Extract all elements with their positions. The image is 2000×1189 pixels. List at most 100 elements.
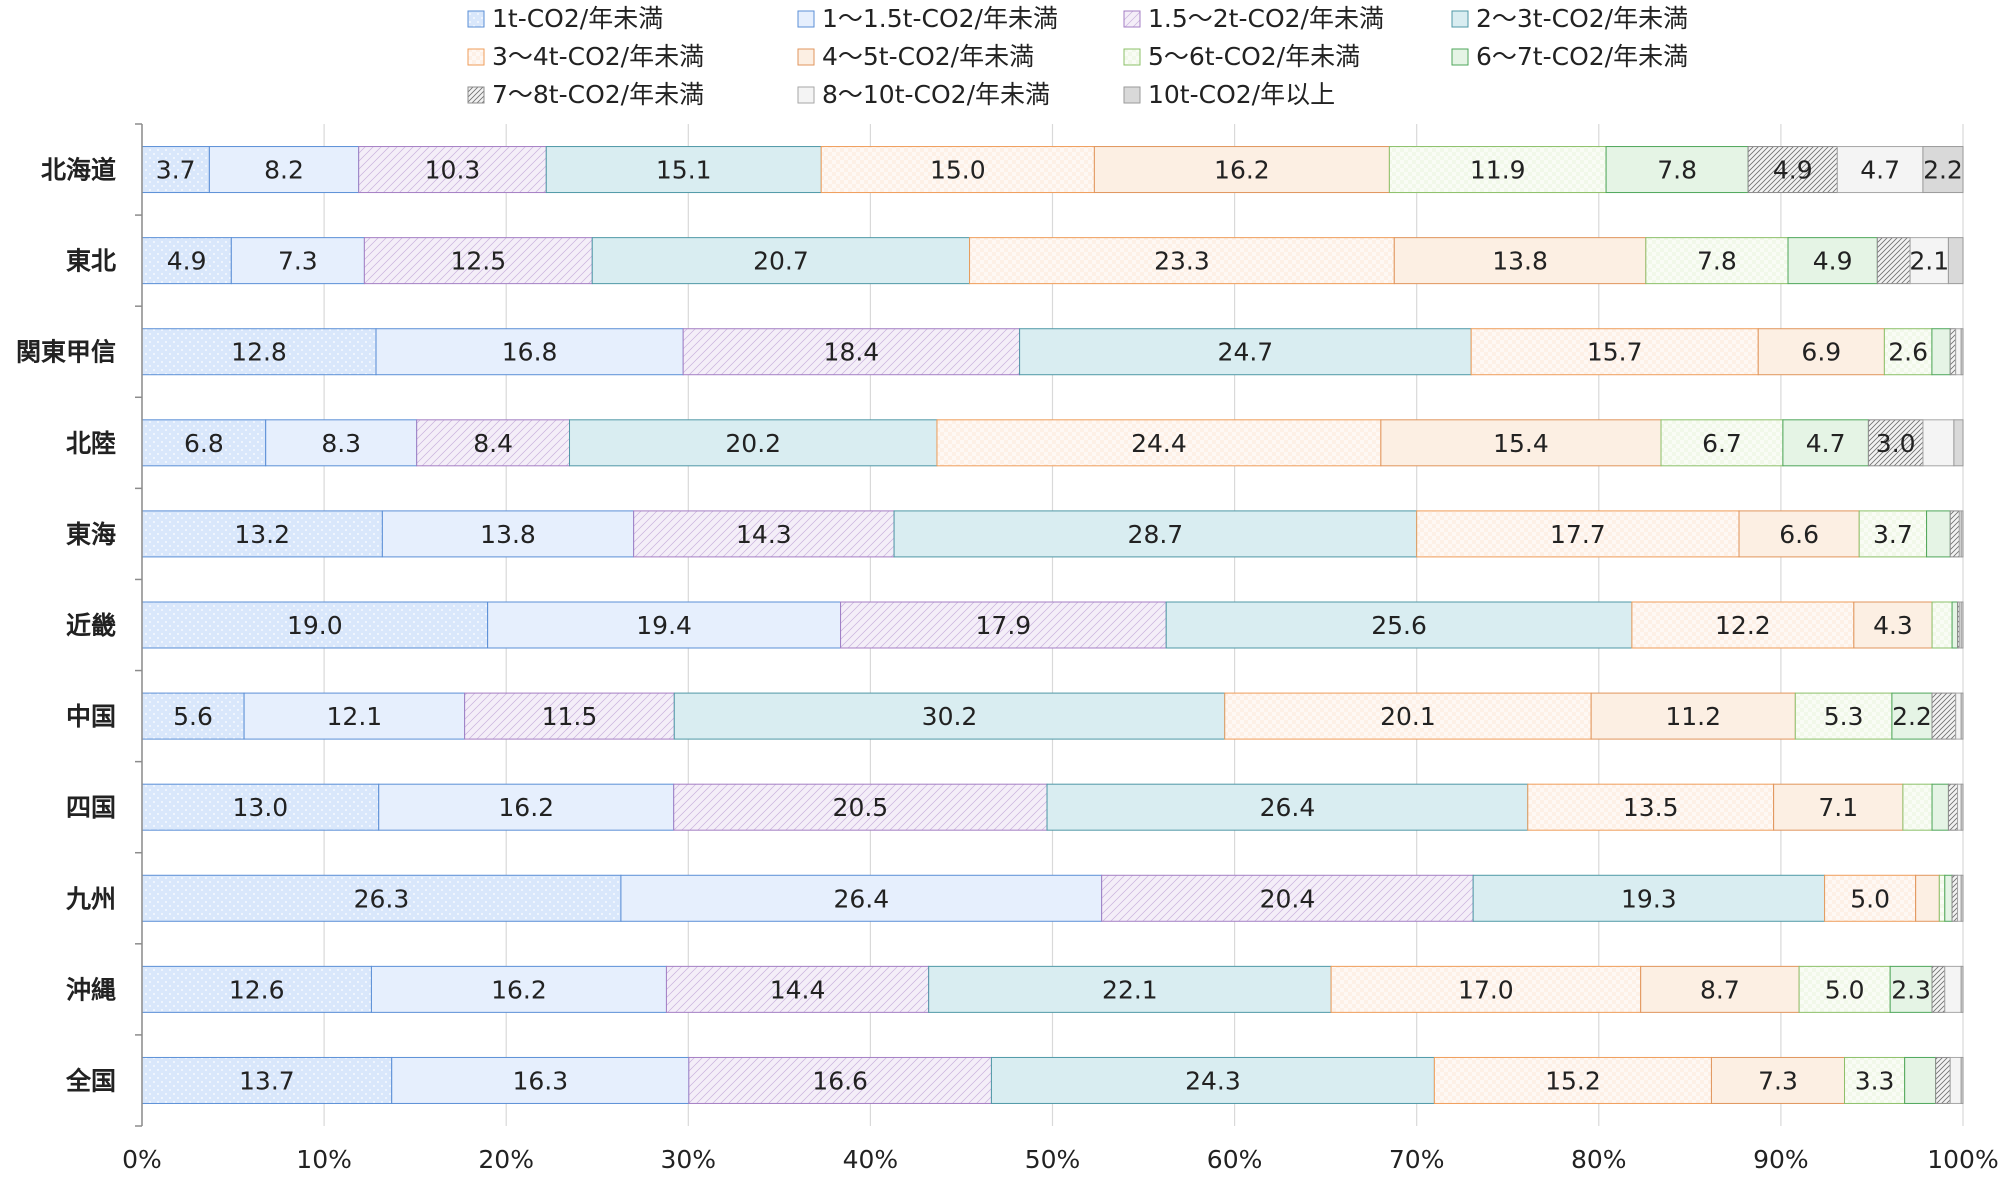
data-label: 11.9 bbox=[1470, 156, 1526, 185]
data-label: 14.4 bbox=[770, 975, 826, 1004]
bar-segment bbox=[1883, 328, 1933, 376]
data-label: 5.3 bbox=[1824, 702, 1864, 731]
bar-segment bbox=[265, 419, 418, 467]
bar-segment bbox=[378, 783, 675, 831]
bar-segment bbox=[1844, 1056, 1906, 1104]
data-label: 2.6 bbox=[1888, 338, 1928, 367]
data-label: 12.2 bbox=[1715, 611, 1771, 640]
data-label: 24.4 bbox=[1131, 429, 1187, 458]
data-label: 7.8 bbox=[1697, 247, 1737, 276]
data-label: 15.0 bbox=[930, 156, 986, 185]
bar-segment bbox=[1953, 419, 1964, 467]
data-label: 4.7 bbox=[1806, 429, 1846, 458]
bar-segment bbox=[141, 965, 372, 1013]
data-label: 15.7 bbox=[1587, 338, 1643, 367]
data-label: 18.4 bbox=[824, 338, 880, 367]
data-label: 26.4 bbox=[1260, 793, 1316, 822]
legend-label: 10t-CO2/年以上 bbox=[1148, 80, 1335, 109]
bar-segment bbox=[1922, 419, 1955, 467]
bar-segment bbox=[1416, 510, 1740, 558]
bar-segment bbox=[487, 601, 842, 649]
x-tick-label: 70% bbox=[1389, 1145, 1445, 1174]
bar-segment bbox=[1876, 237, 1911, 285]
bar-segment bbox=[1836, 146, 1924, 194]
bar-segment bbox=[1393, 237, 1647, 285]
bar-segment bbox=[1738, 510, 1860, 558]
category-label: 東北 bbox=[66, 247, 116, 276]
category-label: 東海 bbox=[66, 520, 116, 549]
bar-segment bbox=[1853, 601, 1933, 649]
bar-segment bbox=[1747, 146, 1838, 194]
bar-segment bbox=[1794, 692, 1893, 740]
bar-segment bbox=[1165, 601, 1633, 649]
data-label: 22.1 bbox=[1102, 975, 1158, 1004]
bar-segment bbox=[1773, 783, 1904, 831]
x-tick-label: 100% bbox=[1927, 1145, 1998, 1174]
x-tick-label: 10% bbox=[296, 1145, 352, 1174]
data-label: 5.0 bbox=[1825, 975, 1865, 1004]
data-label: 7.3 bbox=[278, 247, 318, 276]
bar-segment bbox=[1782, 419, 1869, 467]
bar-segment bbox=[464, 692, 675, 740]
data-label: 6.9 bbox=[1801, 338, 1841, 367]
data-label: 12.1 bbox=[327, 702, 383, 731]
bar-segment bbox=[1902, 783, 1933, 831]
data-label: 3.3 bbox=[1855, 1066, 1895, 1095]
bar-segment bbox=[682, 328, 1021, 376]
legend-swatch bbox=[467, 86, 485, 104]
bar-segment bbox=[936, 419, 1382, 467]
bar-segment bbox=[1019, 328, 1472, 376]
bar-segment bbox=[230, 237, 365, 285]
legend-label: 4～5t-CO2/年未満 bbox=[822, 42, 1034, 71]
bar-segment bbox=[591, 237, 971, 285]
category-label: 全国 bbox=[65, 1066, 116, 1095]
data-label: 20.1 bbox=[1380, 702, 1436, 731]
bar-segment bbox=[1931, 692, 1957, 740]
legend: 1t-CO2/年未満 1～1.5t-CO2/年未満 1.5～2t-CO2/年未満 2～… bbox=[467, 4, 1688, 109]
data-label: 6.6 bbox=[1779, 520, 1819, 549]
bar-segment bbox=[969, 237, 1395, 285]
bar-segment bbox=[358, 146, 547, 194]
bar-segment bbox=[1955, 692, 1962, 740]
bars: 3.7 8.2 10.3 15.1 15.0 16.2 11.9 7.8 4.9 4.7 2.2 4.… bbox=[141, 146, 1964, 1104]
bar-segment bbox=[1931, 965, 1946, 1013]
bar-segment bbox=[1472, 874, 1826, 922]
data-label: 4.9 bbox=[1773, 156, 1813, 185]
x-tick-label: 80% bbox=[1571, 1145, 1627, 1174]
bar-segment bbox=[1949, 328, 1957, 376]
category-label: 沖縄 bbox=[66, 975, 116, 1004]
legend-swatch bbox=[797, 86, 815, 104]
category-label: 北海道 bbox=[41, 156, 116, 185]
data-label: 12.6 bbox=[229, 975, 285, 1004]
bar-segment bbox=[928, 965, 1332, 1013]
data-label: 13.5 bbox=[1623, 793, 1679, 822]
data-label: 24.3 bbox=[1185, 1066, 1241, 1095]
data-label: 20.5 bbox=[833, 793, 889, 822]
bar-segment bbox=[141, 146, 210, 194]
data-label: 11.5 bbox=[542, 702, 598, 731]
bar-segment bbox=[243, 692, 466, 740]
x-tick-label: 40% bbox=[843, 1145, 899, 1174]
legend-label: 8～10t-CO2/年未満 bbox=[822, 80, 1050, 109]
data-label: 2.2 bbox=[1923, 156, 1963, 185]
data-label: 8.7 bbox=[1700, 975, 1740, 1004]
bar-segment bbox=[1660, 419, 1784, 467]
legend-label: 2～3t-CO2/年未満 bbox=[1476, 4, 1688, 33]
data-label: 19.0 bbox=[287, 611, 343, 640]
bar-segment bbox=[1433, 1056, 1712, 1104]
data-label: 8.2 bbox=[264, 156, 304, 185]
bar-segment bbox=[1944, 965, 1962, 1013]
data-label: 14.3 bbox=[736, 520, 792, 549]
data-label: 15.4 bbox=[1493, 429, 1549, 458]
bar-segment bbox=[1951, 874, 1959, 922]
bar-segment bbox=[1960, 692, 1964, 740]
bar-segment bbox=[1922, 146, 1964, 194]
bar-segment bbox=[1926, 510, 1951, 558]
bar-segment bbox=[141, 328, 377, 376]
bar-segment bbox=[1891, 692, 1933, 740]
x-tick-label: 60% bbox=[1207, 1145, 1263, 1174]
data-label: 3.7 bbox=[1873, 520, 1913, 549]
bar-segment bbox=[1605, 146, 1749, 194]
bar-segment bbox=[1935, 1056, 1951, 1104]
data-label: 13.8 bbox=[480, 520, 536, 549]
